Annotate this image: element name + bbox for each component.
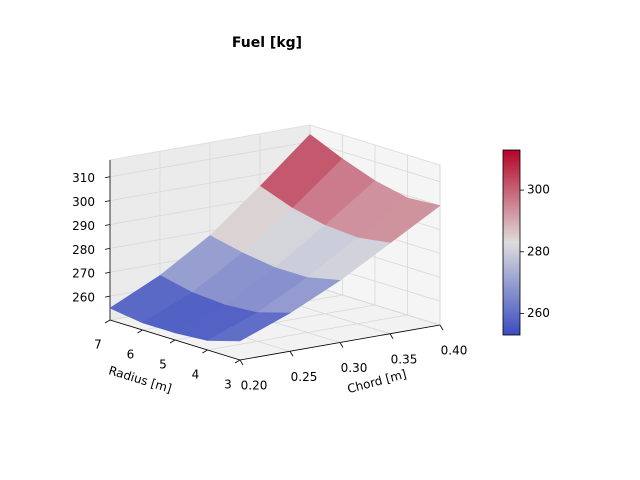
x-tick [289, 351, 294, 357]
x-tick [389, 333, 394, 339]
y-tick-label: 6 [127, 348, 135, 362]
z-tick-label: 300 [72, 195, 95, 209]
x-tick-label: 0.25 [291, 370, 318, 384]
chart-title: Fuel [kg] [232, 35, 302, 51]
surface-patch [206, 312, 292, 342]
y-axis [109, 319, 241, 361]
colorbar-tick-label: 260 [527, 306, 550, 320]
x-tick-label: 0.30 [341, 361, 368, 375]
colorbar-tick-label: 280 [527, 244, 550, 258]
x-tick-label: 0.20 [241, 379, 268, 393]
z-tick [104, 247, 111, 250]
y-tick-label: 4 [192, 368, 200, 382]
colorbar [502, 149, 521, 336]
y-tick [137, 329, 143, 334]
y-tick-label: 3 [224, 378, 232, 392]
y-tick-label: 5 [159, 358, 167, 372]
z-tick-label: 280 [72, 243, 95, 257]
z-tick [104, 176, 111, 179]
z-tick-label: 260 [72, 291, 95, 305]
y-tick [202, 349, 208, 354]
x-tick [339, 342, 344, 348]
x-tick [439, 324, 444, 331]
grid-line [207, 314, 408, 351]
y-tick [169, 339, 176, 344]
x-axis [239, 324, 441, 361]
y-tick [234, 359, 241, 364]
x-tick-label: 0.35 [391, 352, 418, 366]
z-tick-label: 270 [72, 267, 95, 281]
x-tick [239, 359, 244, 366]
z-tick [104, 200, 111, 202]
y-tick-label: 7 [94, 338, 102, 352]
z-tick-label: 310 [72, 171, 95, 185]
x-tick-label: 0.40 [441, 344, 468, 358]
z-tick [104, 295, 111, 298]
z-tick [104, 224, 111, 226]
y-tick [104, 319, 111, 324]
z-tick-label: 290 [72, 219, 95, 233]
z-tick [104, 271, 111, 274]
colorbar-tick-label: 300 [527, 183, 550, 197]
